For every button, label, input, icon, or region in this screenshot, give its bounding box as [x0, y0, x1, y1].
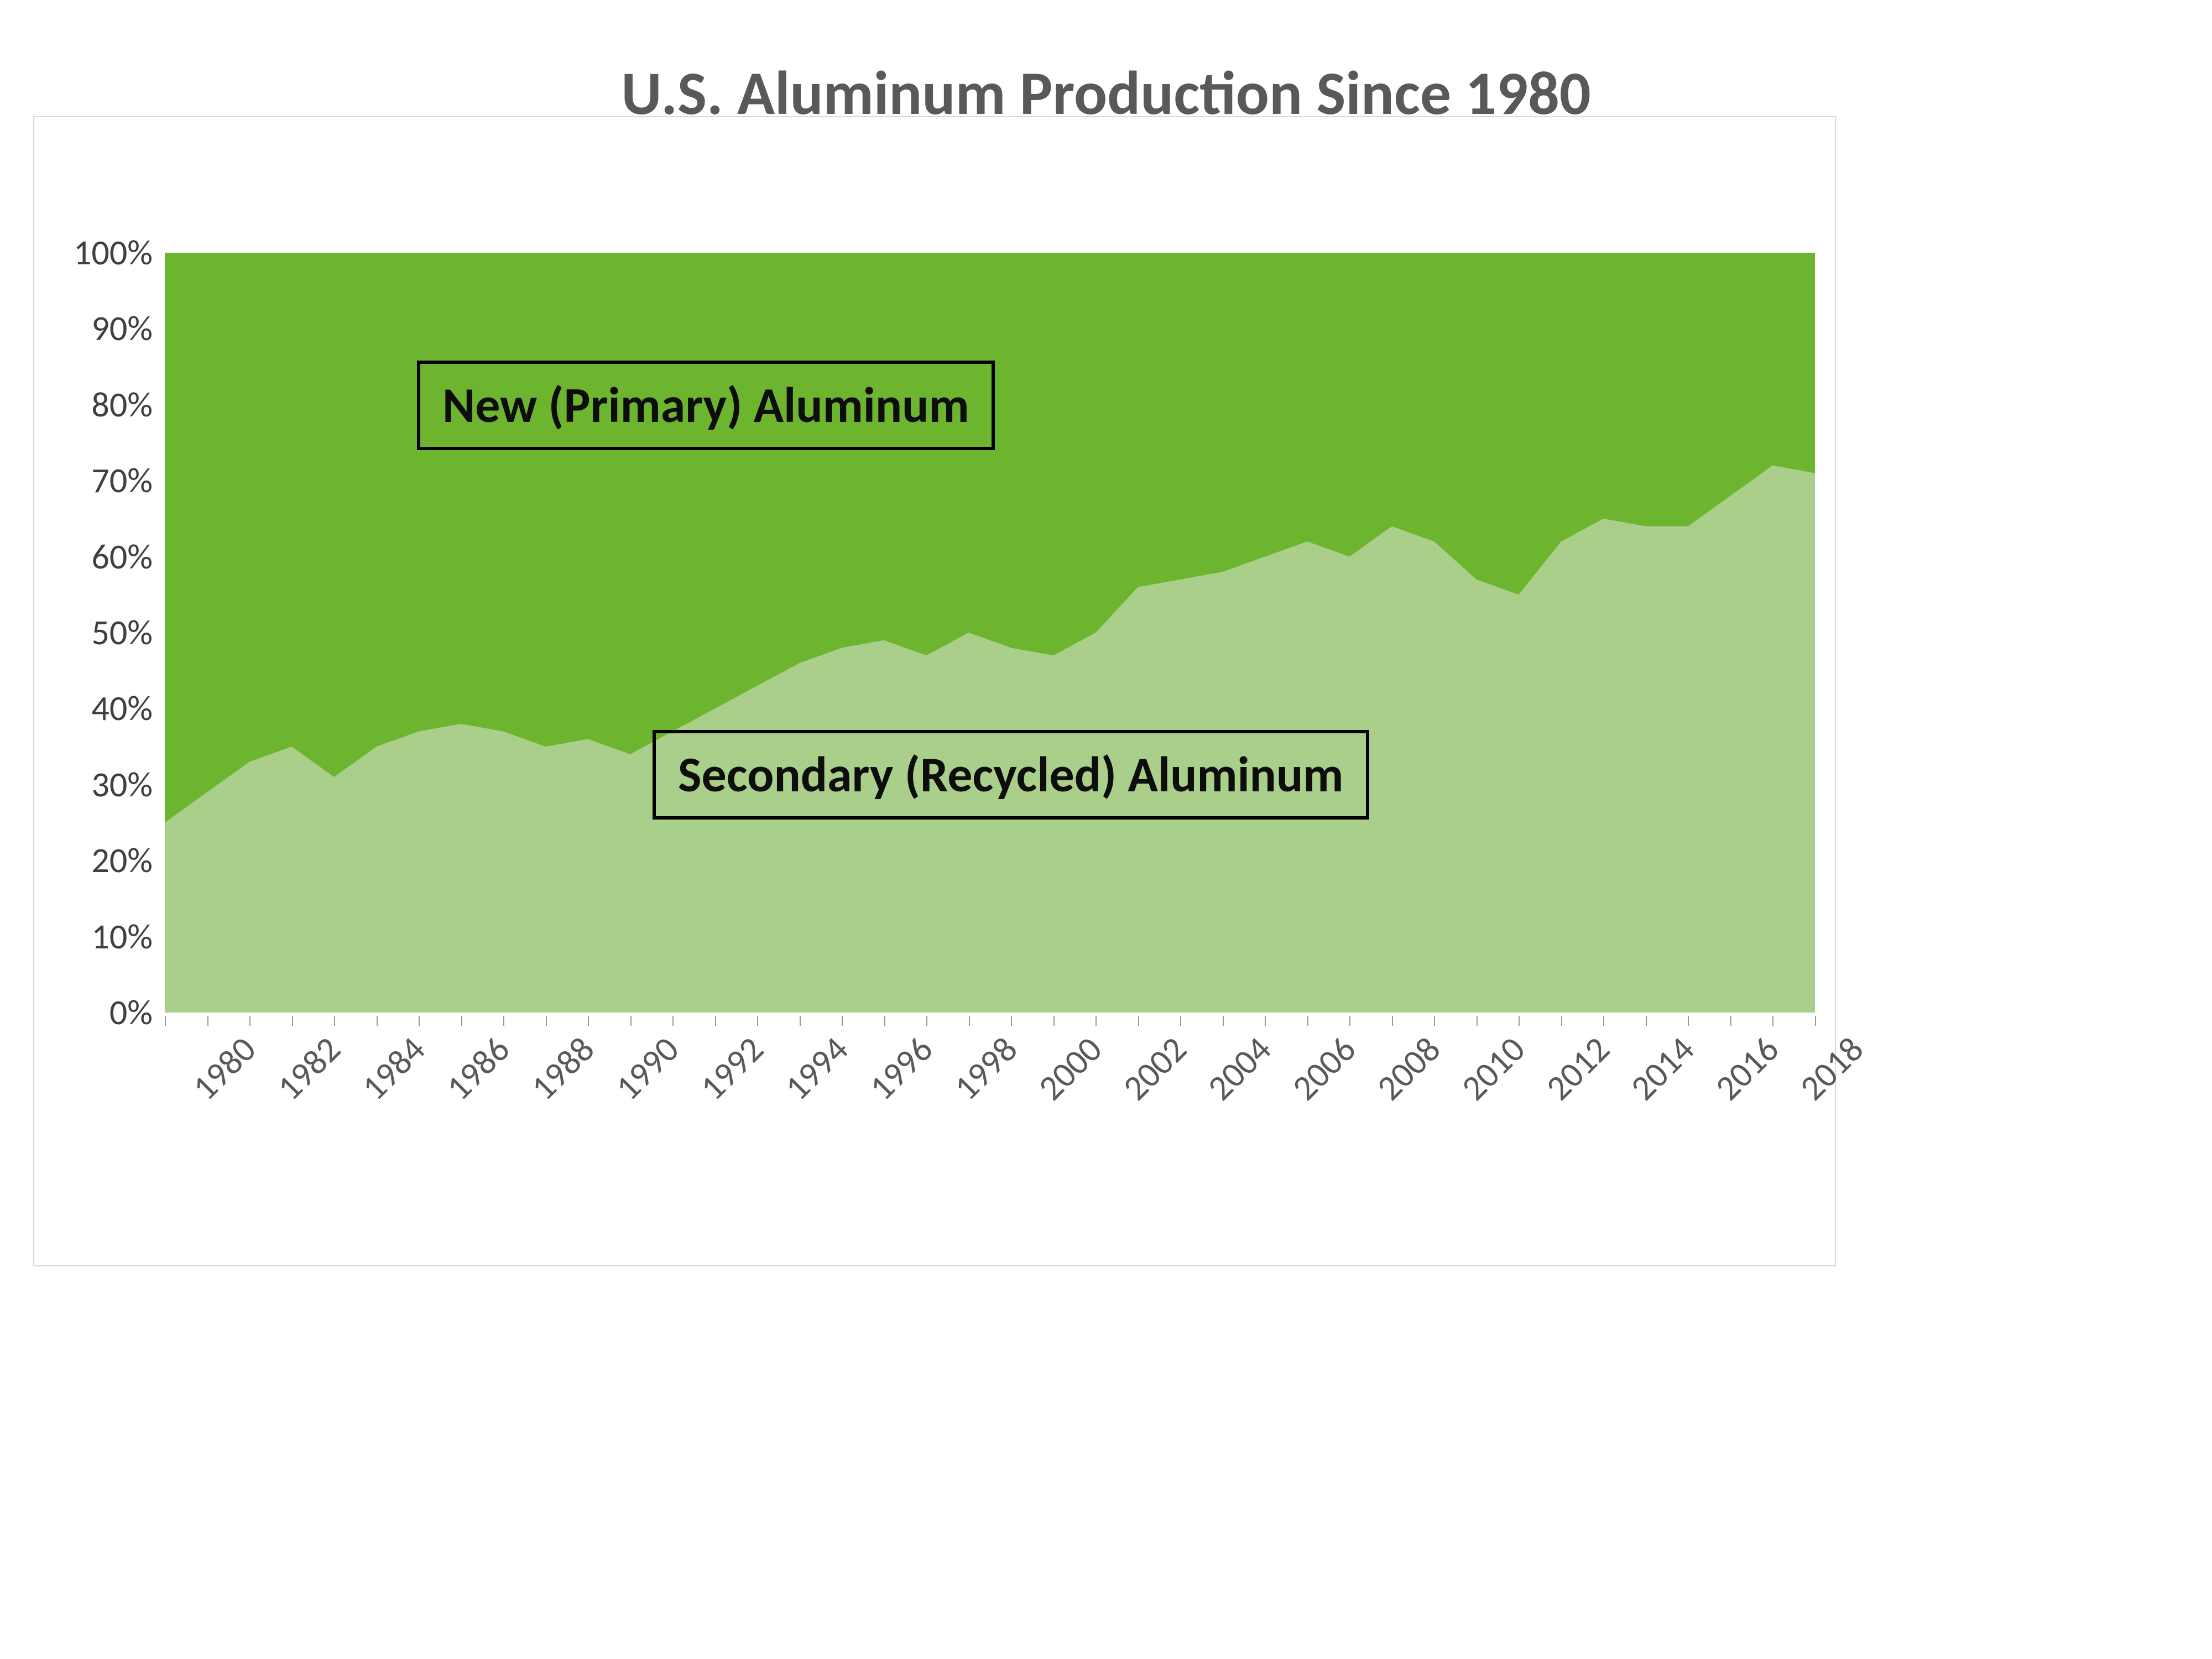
- x-tick-mark: [1646, 1016, 1647, 1026]
- chart-container: 0%10%20%30%40%50%60%70%80%90%100% 198019…: [33, 116, 1836, 1266]
- y-tick-label: 80%: [91, 383, 153, 426]
- x-tick-mark: [1561, 1016, 1562, 1026]
- x-tick-mark: [1349, 1016, 1350, 1026]
- x-tick-label: 1990: [607, 1028, 688, 1109]
- x-tick-mark: [419, 1016, 420, 1026]
- y-tick-label: 0%: [109, 991, 153, 1034]
- x-tick-mark: [715, 1016, 716, 1026]
- x-tick-label: 1994: [776, 1028, 857, 1109]
- x-tick-mark: [334, 1016, 335, 1026]
- x-tick-mark: [926, 1016, 927, 1026]
- x-tick-mark: [1815, 1016, 1816, 1026]
- x-tick-mark: [800, 1016, 801, 1026]
- x-tick-mark: [672, 1016, 674, 1026]
- x-tick-mark: [503, 1016, 504, 1026]
- x-axis: 1980198219841986198819901992199419961998…: [165, 1016, 1815, 1193]
- y-tick-label: 40%: [91, 687, 153, 730]
- x-tick-mark: [1053, 1016, 1055, 1026]
- x-tick-label: 2010: [1453, 1028, 1534, 1109]
- y-tick-label: 30%: [91, 763, 153, 806]
- x-tick-mark: [377, 1016, 378, 1026]
- y-tick-label: 90%: [91, 307, 153, 350]
- x-tick-label: 1998: [945, 1028, 1026, 1109]
- x-tick-mark: [292, 1016, 293, 1026]
- legend-primary-aluminum: New (Primary) Aluminum: [417, 361, 995, 450]
- y-tick-label: 60%: [91, 535, 153, 578]
- x-tick-mark: [1688, 1016, 1689, 1026]
- x-tick-mark: [969, 1016, 970, 1026]
- x-tick-mark: [1730, 1016, 1731, 1026]
- x-tick-mark: [1011, 1016, 1012, 1026]
- x-tick-mark: [1180, 1016, 1181, 1026]
- x-tick-label: 2008: [1368, 1028, 1449, 1109]
- x-tick-mark: [884, 1016, 885, 1026]
- x-tick-label: 1992: [691, 1028, 773, 1109]
- x-tick-mark: [1392, 1016, 1393, 1026]
- x-tick-mark: [1603, 1016, 1604, 1026]
- x-tick-label: 2006: [1284, 1028, 1365, 1109]
- x-tick-mark: [757, 1016, 758, 1026]
- x-tick-mark: [1519, 1016, 1520, 1026]
- x-tick-mark: [1307, 1016, 1308, 1026]
- x-tick-mark: [1477, 1016, 1478, 1026]
- x-tick-label: 2016: [1707, 1028, 1788, 1109]
- x-tick-mark: [588, 1016, 589, 1026]
- x-tick-mark: [1138, 1016, 1139, 1026]
- x-tick-mark: [461, 1016, 462, 1026]
- legend-secondary-aluminum: Secondary (Recycled) Aluminum: [653, 730, 1369, 820]
- y-tick-label: 100%: [74, 231, 153, 274]
- x-tick-mark: [1223, 1016, 1224, 1026]
- x-tick-label: 1986: [437, 1028, 519, 1109]
- x-tick-mark: [249, 1016, 251, 1026]
- y-tick-label: 70%: [91, 459, 153, 502]
- x-tick-mark: [1434, 1016, 1435, 1026]
- x-tick-mark: [1095, 1016, 1097, 1026]
- x-tick-label: 2014: [1622, 1028, 1703, 1109]
- x-tick-label: 1984: [353, 1028, 434, 1109]
- x-tick-mark: [165, 1016, 166, 1026]
- x-tick-label: 1980: [184, 1028, 265, 1109]
- x-tick-mark: [207, 1016, 208, 1026]
- x-tick-label: 1988: [522, 1028, 603, 1109]
- x-tick-mark: [1772, 1016, 1773, 1026]
- x-tick-label: 2004: [1199, 1028, 1280, 1109]
- x-tick-mark: [842, 1016, 843, 1026]
- x-tick-label: 2002: [1114, 1028, 1196, 1109]
- x-tick-label: 2012: [1537, 1028, 1619, 1109]
- y-axis: 0%10%20%30%40%50%60%70%80%90%100%: [34, 253, 159, 1013]
- x-tick-label: 2018: [1791, 1028, 1872, 1109]
- x-tick-label: 1996: [860, 1028, 942, 1109]
- y-tick-label: 20%: [91, 839, 153, 882]
- x-tick-mark: [1265, 1016, 1266, 1026]
- y-tick-label: 10%: [91, 915, 153, 958]
- y-tick-label: 50%: [91, 611, 153, 654]
- x-tick-label: 2000: [1030, 1028, 1111, 1109]
- x-tick-label: 1982: [268, 1028, 349, 1109]
- x-tick-mark: [546, 1016, 547, 1026]
- x-tick-mark: [630, 1016, 632, 1026]
